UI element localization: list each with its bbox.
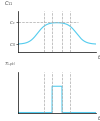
Text: $T_{1,pkl}$: $T_{1,pkl}$ — [4, 60, 16, 69]
Text: $\theta_m$: $\theta_m$ — [97, 54, 100, 62]
Text: $C_{11}$: $C_{11}$ — [4, 0, 13, 8]
Text: $\theta_m$: $\theta_m$ — [97, 115, 100, 121]
